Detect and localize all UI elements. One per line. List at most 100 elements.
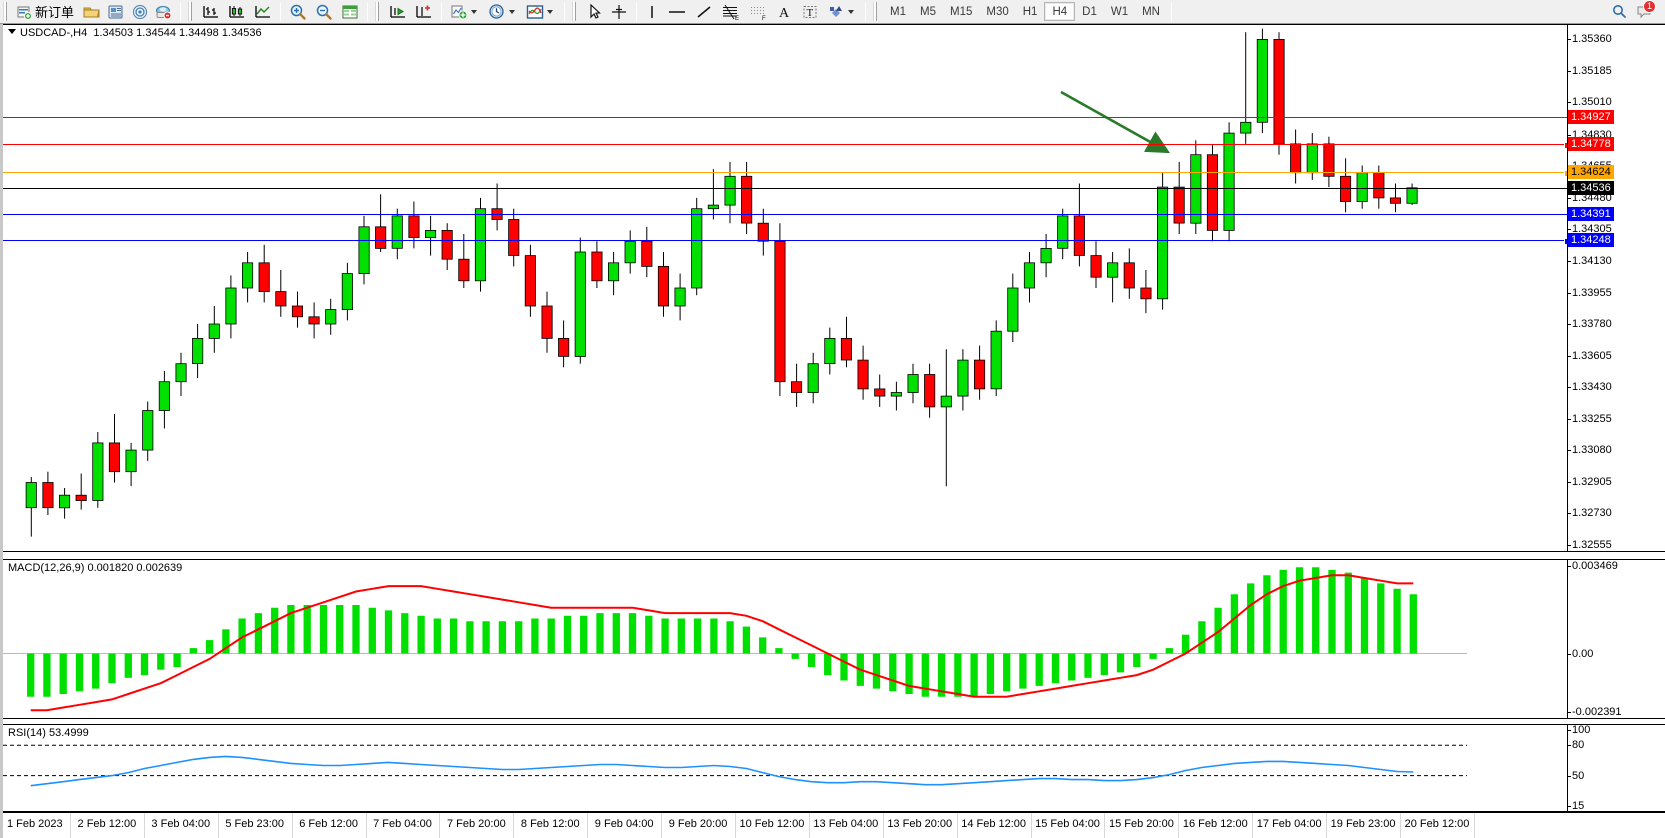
macd-plot[interactable] xyxy=(3,560,1567,718)
toolbar-separator-5 xyxy=(564,2,566,21)
autotrade-icon xyxy=(156,5,172,19)
bar-chart-button[interactable] xyxy=(198,1,224,23)
macd-pane[interactable]: MACD(12,26,9) 0.001820 0.002639 0.003469… xyxy=(3,559,1665,719)
crosshair-button[interactable] xyxy=(606,1,632,23)
shapes-caret-icon[interactable] xyxy=(848,9,855,14)
timeframe-m1[interactable]: M1 xyxy=(890,5,906,18)
macd-header: MACD(12,26,9) 0.001820 0.002639 xyxy=(8,562,183,574)
label-icon: T xyxy=(803,5,817,19)
level-label-current-price[interactable]: 1.34536 xyxy=(1568,180,1614,195)
time-separator xyxy=(882,813,884,838)
timeframe-h4[interactable]: H4 xyxy=(1044,2,1076,21)
vertical-line-button[interactable] xyxy=(641,1,663,23)
folder-button[interactable] xyxy=(80,1,104,23)
text-button[interactable]: A xyxy=(773,1,797,23)
level-label-resistance-upper[interactable]: 1.34927 xyxy=(1568,110,1614,125)
shapes-button[interactable] xyxy=(823,1,861,23)
add-indicator-caret-icon[interactable] xyxy=(471,9,478,14)
timeframe-h1[interactable]: H1 xyxy=(1022,5,1038,18)
channel-button[interactable]: F xyxy=(745,1,773,23)
period-caret-icon[interactable] xyxy=(509,9,516,14)
autotrade-button[interactable] xyxy=(152,1,176,23)
shift-start-button[interactable] xyxy=(385,1,411,23)
rsi-plot[interactable] xyxy=(3,725,1567,811)
channel-icon: F xyxy=(751,6,766,21)
label-button[interactable]: T xyxy=(797,1,823,23)
toolbar-grip-5[interactable] xyxy=(873,2,881,21)
alerts-button[interactable]: 1 xyxy=(1631,0,1657,23)
chart-area: USDCAD-,H4 1.34503 1.34544 1.34498 1.345… xyxy=(0,24,1665,838)
time-tick: 13 Feb 04:00 xyxy=(813,818,879,830)
bar-chart-icon xyxy=(203,5,219,18)
price-plot[interactable] xyxy=(3,25,1567,551)
level-line-resistance-lower[interactable] xyxy=(3,142,1567,150)
timeframe-w1[interactable]: W1 xyxy=(1110,5,1129,18)
price-axis[interactable]: 1.353601.351851.350101.348301.346551.344… xyxy=(1567,25,1665,551)
shift-end-button[interactable] xyxy=(411,1,437,23)
time-tick: 1 Feb 2023 xyxy=(7,818,63,830)
timeframe-m5[interactable]: M5 xyxy=(920,5,936,18)
timeframe-d1[interactable]: D1 xyxy=(1082,5,1097,18)
zoom-out-button[interactable] xyxy=(311,1,337,23)
price-tick: 1.33430 xyxy=(1568,381,1612,394)
line-chart-button[interactable] xyxy=(250,1,276,23)
toolbar-grip-2[interactable] xyxy=(188,2,196,21)
period-clock-icon xyxy=(489,3,504,19)
horizontal-line-button[interactable] xyxy=(663,1,691,23)
time-tick: 16 Feb 12:00 xyxy=(1182,818,1248,830)
timeframe-group: M1 M5 M15 M30 H1 H4 D1 W1 MN xyxy=(883,2,1167,21)
level-label-support-lower[interactable]: 1.34248 xyxy=(1568,232,1614,247)
signal-button[interactable] xyxy=(128,1,152,23)
timeframe-m30[interactable]: M30 xyxy=(986,5,1009,18)
level-line-resistance-upper[interactable] xyxy=(3,117,1567,119)
level-handle-icon[interactable] xyxy=(1564,237,1567,245)
price-tick: 1.35185 xyxy=(1568,64,1612,77)
timeframe-mn[interactable]: MN xyxy=(1142,5,1160,18)
rsi-series xyxy=(3,744,1467,787)
grid-button[interactable] xyxy=(337,1,363,23)
level-handle-icon[interactable] xyxy=(1564,169,1567,177)
level-line-current-price[interactable] xyxy=(3,187,1567,189)
level-line-support-lower[interactable] xyxy=(3,237,1567,245)
level-line-pivot-orange[interactable] xyxy=(3,169,1567,177)
add-indicator-button[interactable] xyxy=(446,1,484,23)
level-line-support-upper[interactable] xyxy=(3,213,1567,215)
folder-icon xyxy=(83,7,100,17)
level-handle-icon[interactable] xyxy=(1564,142,1567,150)
time-separator xyxy=(439,813,441,838)
zoom-in-button[interactable] xyxy=(285,1,311,23)
time-separator xyxy=(1473,813,1475,838)
price-pane[interactable]: USDCAD-,H4 1.34503 1.34544 1.34498 1.345… xyxy=(3,24,1665,552)
candlestick-icon xyxy=(229,5,245,18)
chart-menu-caret-icon[interactable] xyxy=(8,29,16,34)
toolbar-grip-3[interactable] xyxy=(375,2,383,21)
level-label-resistance-lower[interactable]: 1.34778 xyxy=(1568,137,1614,152)
candlestick-button[interactable] xyxy=(224,1,250,23)
price-tick: 1.35360 xyxy=(1568,33,1612,46)
templates-button[interactable] xyxy=(522,1,560,23)
hline-icon xyxy=(669,10,686,13)
time-tick: 3 Feb 04:00 xyxy=(151,818,211,830)
trendline-button[interactable] xyxy=(691,1,717,23)
fibonacci-button[interactable]: E xyxy=(717,1,745,23)
level-label-pivot-orange[interactable]: 1.34624 xyxy=(1568,164,1614,179)
news-button[interactable] xyxy=(104,1,128,23)
search-button[interactable] xyxy=(1607,1,1631,23)
price-tick: 1.32555 xyxy=(1568,538,1612,551)
macd-axis[interactable]: 0.003469 0.00 -0.002391 xyxy=(1567,560,1665,718)
toolbar-grip-4[interactable] xyxy=(572,2,580,21)
rsi-axis[interactable]: 100 80 50 15 xyxy=(1567,724,1665,812)
cursor-button[interactable] xyxy=(582,1,606,23)
time-axis[interactable]: 1 Feb 2023 2 Feb 12:00 3 Feb 04:00 5 Feb 23… xyxy=(3,812,1665,838)
period-button[interactable] xyxy=(484,1,522,23)
level-label-support-upper[interactable]: 1.34391 xyxy=(1568,206,1614,221)
new-order-button[interactable]: 新订单 xyxy=(13,1,80,23)
timeframe-m15[interactable]: M15 xyxy=(949,5,973,18)
toolbar-grip[interactable] xyxy=(3,2,10,21)
rsi-pane[interactable]: RSI(14) 53.4999 100 80 50 15 xyxy=(3,724,1665,812)
templates-icon xyxy=(526,4,544,19)
alerts-badge-wrap[interactable]: 1 xyxy=(1634,0,1656,22)
templates-caret-icon[interactable] xyxy=(547,9,554,14)
shift-start-icon xyxy=(390,5,406,18)
time-separator xyxy=(143,813,145,838)
